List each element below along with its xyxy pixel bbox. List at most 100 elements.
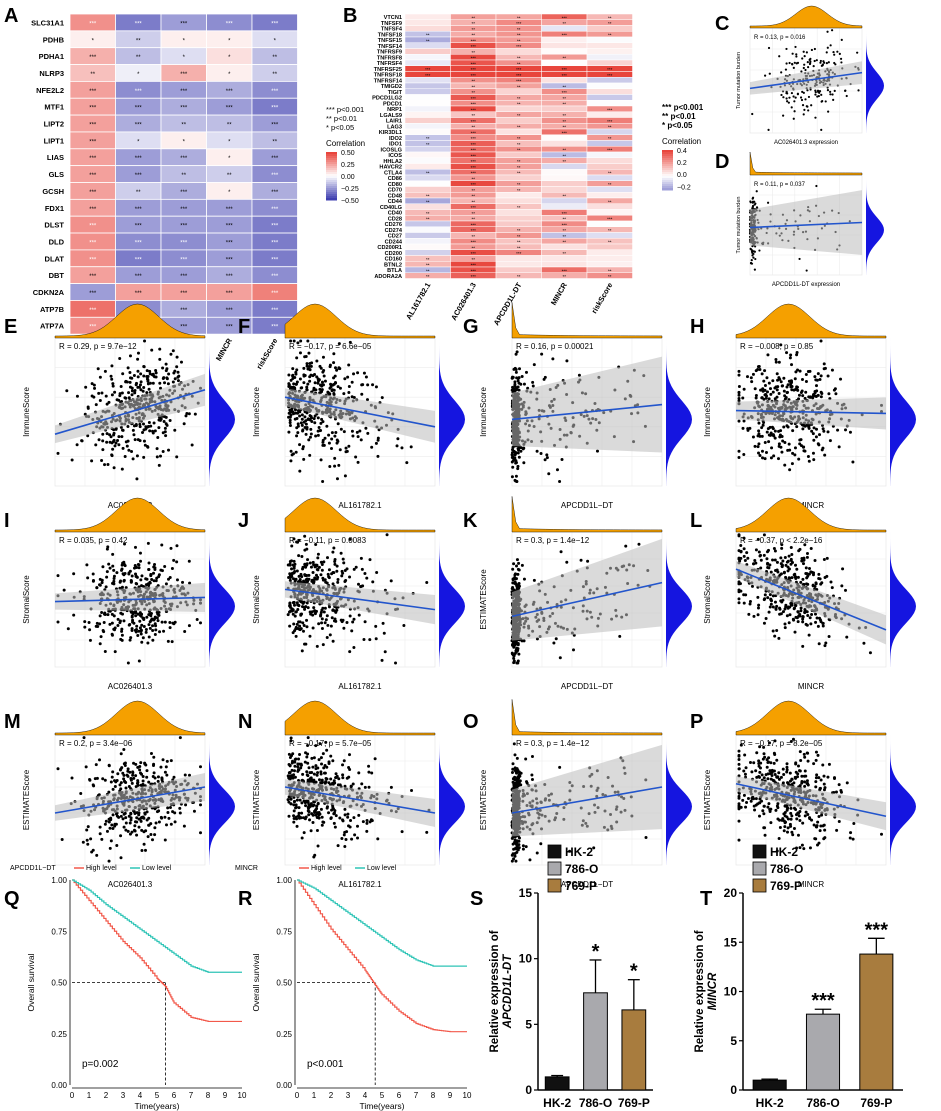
scatter-point [56, 767, 60, 771]
scatter-point [789, 379, 793, 383]
sig-mark: ** [471, 176, 475, 181]
scatter-point [119, 611, 123, 615]
scatter-point [181, 580, 185, 584]
scatter-point [767, 610, 771, 614]
scatter-point [742, 547, 746, 551]
row-label-a: LIPT2 [44, 120, 64, 129]
scatter-point [820, 128, 823, 131]
sig-mark: * [228, 38, 231, 44]
legend-sig2: ** p<0.01 [326, 114, 357, 123]
row-label-a: CDKN2A [33, 288, 65, 297]
legend-swatch [326, 188, 337, 191]
x-density [735, 303, 887, 339]
scatter-point [522, 382, 526, 386]
scatter-point [790, 106, 793, 109]
scatter-point [514, 352, 518, 356]
scatter-point [147, 780, 151, 784]
scatter-point [147, 623, 151, 627]
heatmap-cell [586, 174, 633, 181]
scatter-point [790, 462, 794, 466]
sig-mark: ** [471, 84, 475, 89]
scatter-point [115, 844, 119, 848]
scatter-point [756, 613, 760, 617]
scatter-point [290, 567, 294, 571]
sig-mark: *** [516, 251, 522, 256]
scatter-point [150, 348, 154, 352]
scatter-point [292, 339, 296, 343]
sig-mark: *** [135, 173, 143, 179]
scatter-point [782, 96, 785, 99]
sig-mark: *** [607, 73, 613, 78]
scatter-point [319, 366, 323, 370]
scatter-point [292, 577, 296, 581]
scatter-point [313, 381, 317, 385]
scatter-point [295, 569, 299, 573]
scatter-point [737, 597, 741, 601]
scatter-point [307, 577, 311, 581]
scatter-point [342, 430, 346, 434]
scatter-point [814, 582, 818, 586]
scatter-point [322, 610, 326, 614]
scatter-point [147, 635, 151, 639]
scatter-point [754, 369, 758, 373]
heatmap-cell [586, 48, 633, 55]
scatter-point [737, 419, 741, 423]
sig-mark: *** [89, 156, 97, 162]
heatmap-cell [586, 272, 633, 279]
sig-mark: ** [181, 173, 186, 179]
sig-mark: *** [180, 207, 188, 213]
scatter-point [800, 423, 804, 427]
scatter-point [547, 472, 551, 476]
scatter-point [195, 618, 199, 622]
fit-line [749, 221, 863, 229]
scatter-point [150, 578, 154, 582]
scatter-point [793, 446, 797, 450]
scatter-point [425, 581, 429, 585]
scatter-point [116, 772, 120, 776]
scatter-point [103, 650, 107, 654]
scatter-point [515, 350, 519, 354]
scatter-point [750, 250, 754, 253]
scatter-point [813, 558, 817, 562]
scatter-point [520, 639, 524, 643]
scatter-panel-M: R = 0.2, p = 3.4e−06AC026401.3ESTIMATESc… [22, 700, 235, 889]
scatter-point [166, 639, 170, 643]
scatter-point [380, 396, 384, 400]
scatter-point [332, 571, 336, 575]
scatter-point [805, 51, 808, 54]
scatter-point [766, 596, 770, 600]
scatter-point [818, 378, 822, 382]
scatter-point [803, 63, 806, 66]
sig-mark: *** [226, 291, 234, 297]
scatter-point [840, 584, 844, 588]
scatter-point [325, 556, 329, 560]
sig-mark: ** [608, 125, 612, 130]
heatmap-cell [586, 42, 633, 49]
scatter-point [327, 433, 331, 437]
scatter-point [737, 455, 741, 459]
scatter-point [105, 402, 109, 406]
scatter-point [595, 449, 599, 453]
y-axis-label: ImmuneScore [22, 387, 31, 437]
heatmap-cell [541, 77, 588, 84]
scatter-point [320, 380, 324, 384]
sig-mark: * [183, 38, 186, 44]
scatter-point [142, 365, 146, 369]
row-label-b: CD274 [385, 228, 403, 234]
confidence-band [55, 373, 205, 444]
sig-mark: *** [226, 274, 234, 280]
row-label-b: ICOSLG [381, 147, 402, 153]
scatter-point [175, 455, 179, 459]
scatter-point [306, 367, 310, 371]
scatter-point [358, 429, 362, 433]
scatter-point [767, 381, 771, 385]
sig-mark: *** [425, 67, 431, 72]
scatter-point [793, 377, 797, 381]
scatter-point [737, 601, 741, 605]
scatter-point [811, 573, 815, 577]
scatter-point [153, 632, 157, 636]
scatter-point [167, 816, 171, 820]
sig-mark: *** [135, 89, 143, 95]
sig-mark: ** [227, 173, 232, 179]
scatter-point [340, 574, 344, 578]
